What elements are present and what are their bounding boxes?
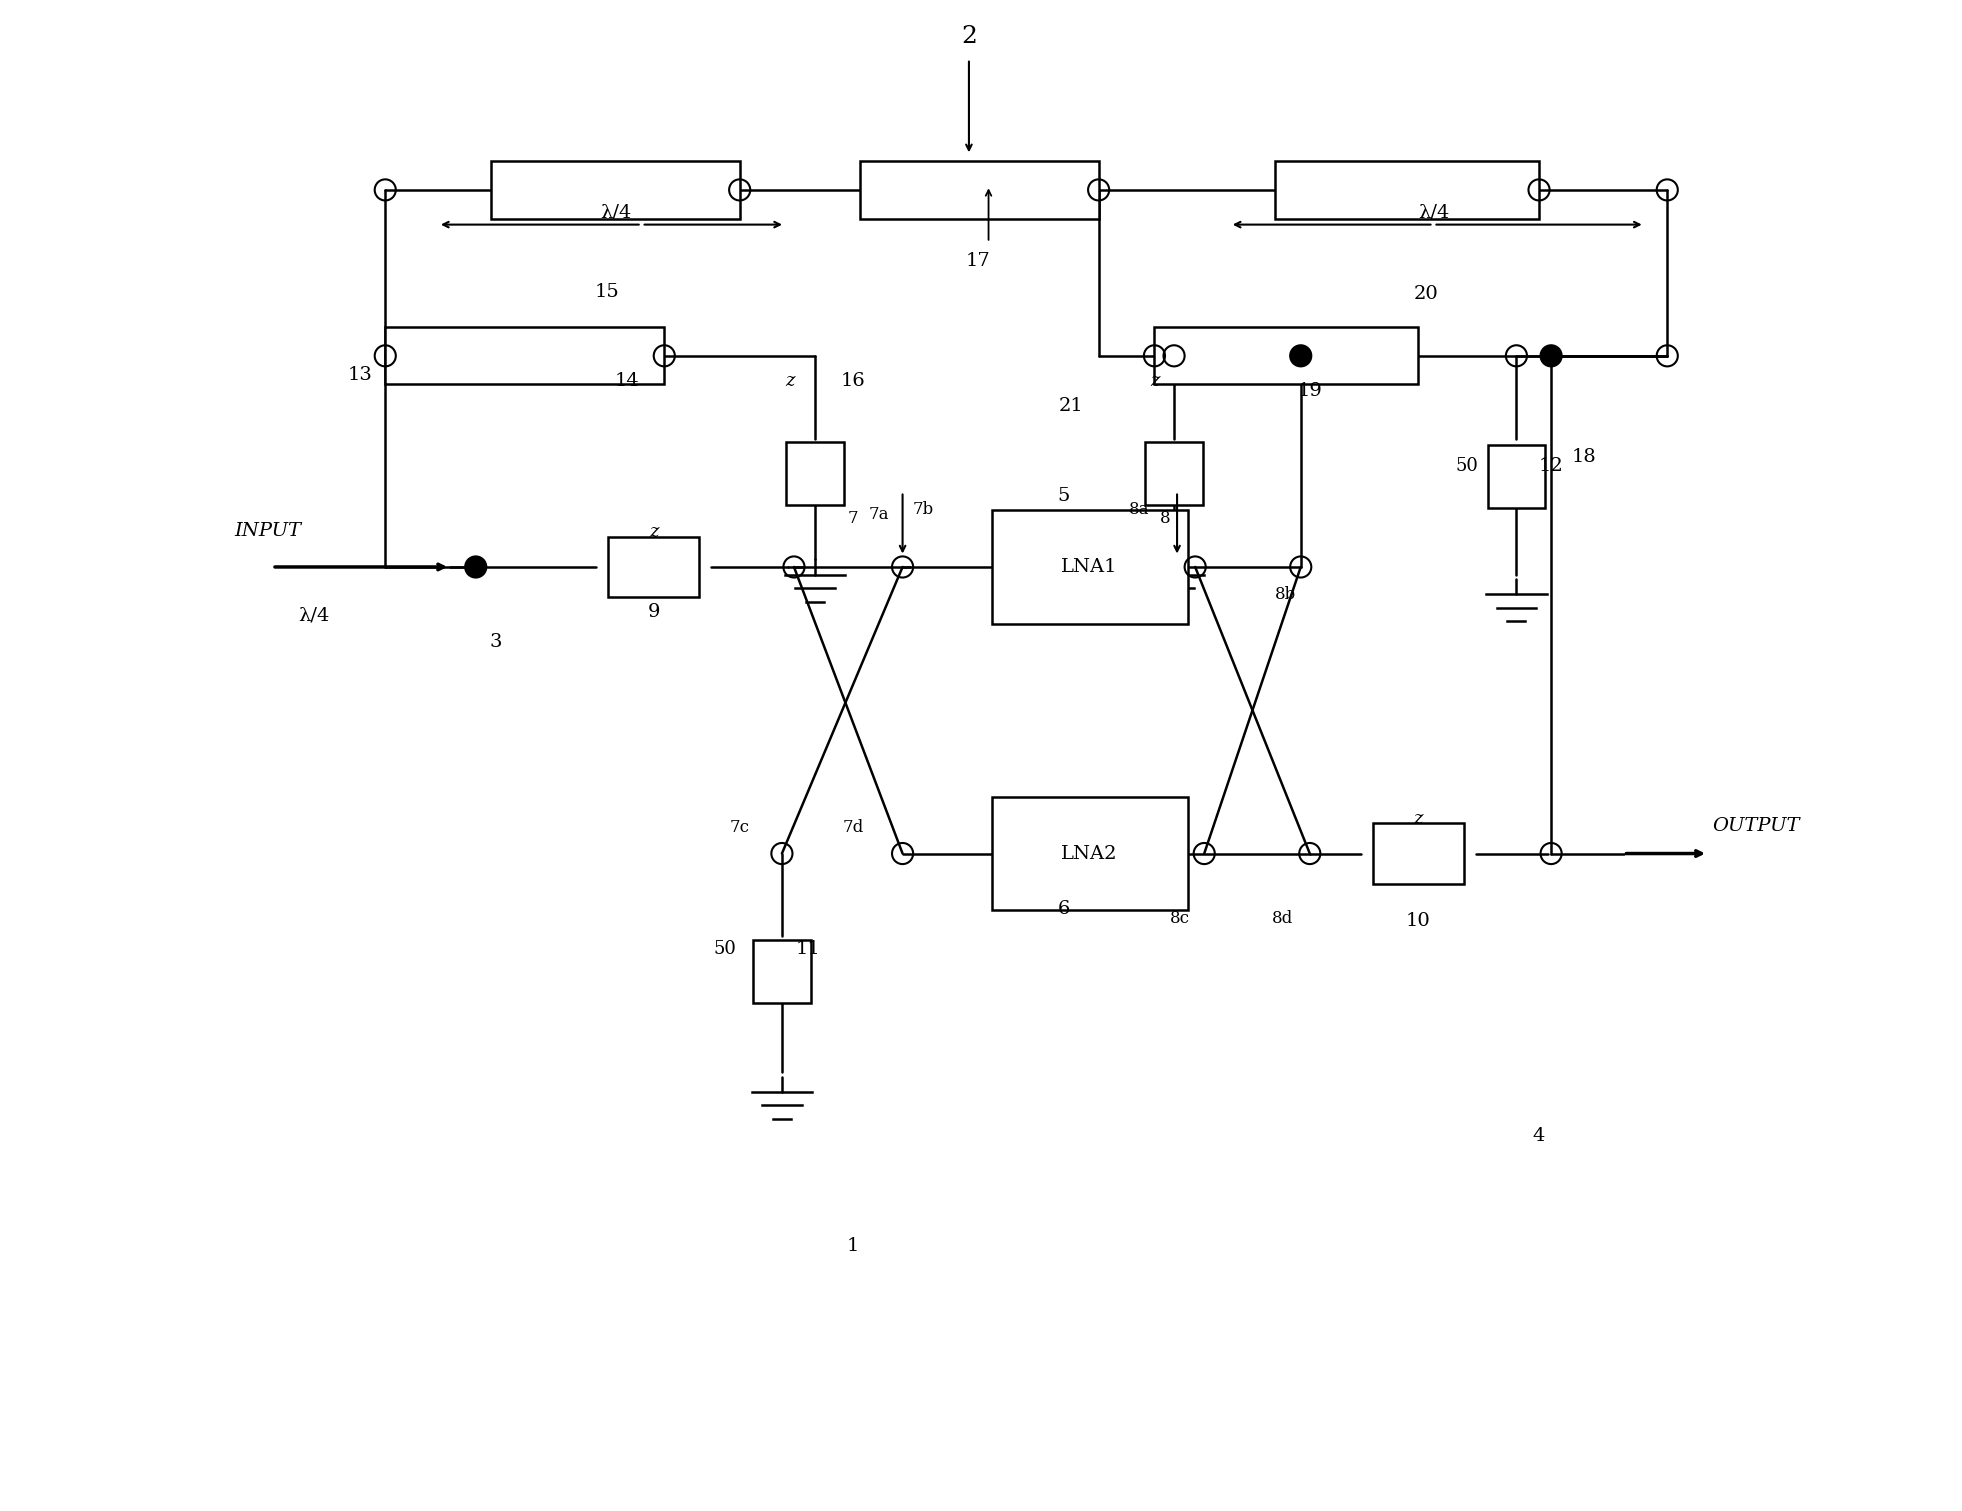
Text: 15: 15 <box>594 284 620 302</box>
Text: 8d: 8d <box>1271 910 1293 926</box>
Text: 18: 18 <box>1572 447 1597 465</box>
Circle shape <box>1291 346 1311 366</box>
Text: 7c: 7c <box>730 819 749 837</box>
Bar <box>1487 444 1546 508</box>
Circle shape <box>465 556 487 577</box>
Circle shape <box>1540 346 1562 366</box>
Text: z: z <box>1150 372 1160 390</box>
Text: 21: 21 <box>1059 396 1083 414</box>
Text: 8a: 8a <box>1128 502 1150 518</box>
Text: 11: 11 <box>795 940 820 958</box>
Text: λ/4: λ/4 <box>1419 204 1450 222</box>
Bar <box>991 796 1187 910</box>
Bar <box>1146 441 1203 505</box>
Text: z: z <box>649 523 659 541</box>
Text: 7: 7 <box>848 511 857 527</box>
Text: 8c: 8c <box>1169 910 1191 926</box>
Bar <box>991 511 1187 624</box>
Text: 9: 9 <box>647 603 659 621</box>
Text: 4: 4 <box>1532 1127 1546 1144</box>
Text: z: z <box>785 372 795 390</box>
Text: 1: 1 <box>848 1236 859 1254</box>
Text: 7b: 7b <box>912 502 934 518</box>
Bar <box>1154 328 1419 384</box>
Bar <box>787 441 844 505</box>
Text: OUTPUT: OUTPUT <box>1713 817 1799 836</box>
Bar <box>753 940 810 1003</box>
Text: 7d: 7d <box>842 819 863 837</box>
Text: 12: 12 <box>1538 456 1564 474</box>
Text: 13: 13 <box>347 367 373 384</box>
Text: 50: 50 <box>1456 456 1477 474</box>
Text: 50: 50 <box>712 940 736 958</box>
Text: 16: 16 <box>840 372 865 390</box>
Text: 6: 6 <box>1058 901 1069 919</box>
Text: 19: 19 <box>1297 381 1322 399</box>
Text: 17: 17 <box>965 252 991 270</box>
Text: LNA1: LNA1 <box>1061 558 1118 576</box>
Text: 3: 3 <box>489 633 502 651</box>
Bar <box>861 162 1099 219</box>
Text: 20: 20 <box>1413 286 1438 304</box>
Text: λ/4: λ/4 <box>600 204 632 222</box>
Text: INPUT: INPUT <box>233 521 302 539</box>
Bar <box>1275 162 1538 219</box>
Text: 8: 8 <box>1160 511 1169 527</box>
Text: 10: 10 <box>1407 913 1430 931</box>
Text: λ/4: λ/4 <box>298 606 330 624</box>
Bar <box>608 536 698 597</box>
Bar <box>1373 823 1464 884</box>
Text: 2: 2 <box>961 24 977 47</box>
Text: 8b: 8b <box>1275 586 1297 603</box>
Bar <box>490 162 740 219</box>
Bar <box>385 328 665 384</box>
Text: 5: 5 <box>1058 487 1069 505</box>
Text: z: z <box>1415 810 1422 828</box>
Text: LNA2: LNA2 <box>1061 845 1118 863</box>
Text: 14: 14 <box>614 372 640 390</box>
Text: 7a: 7a <box>869 506 889 523</box>
